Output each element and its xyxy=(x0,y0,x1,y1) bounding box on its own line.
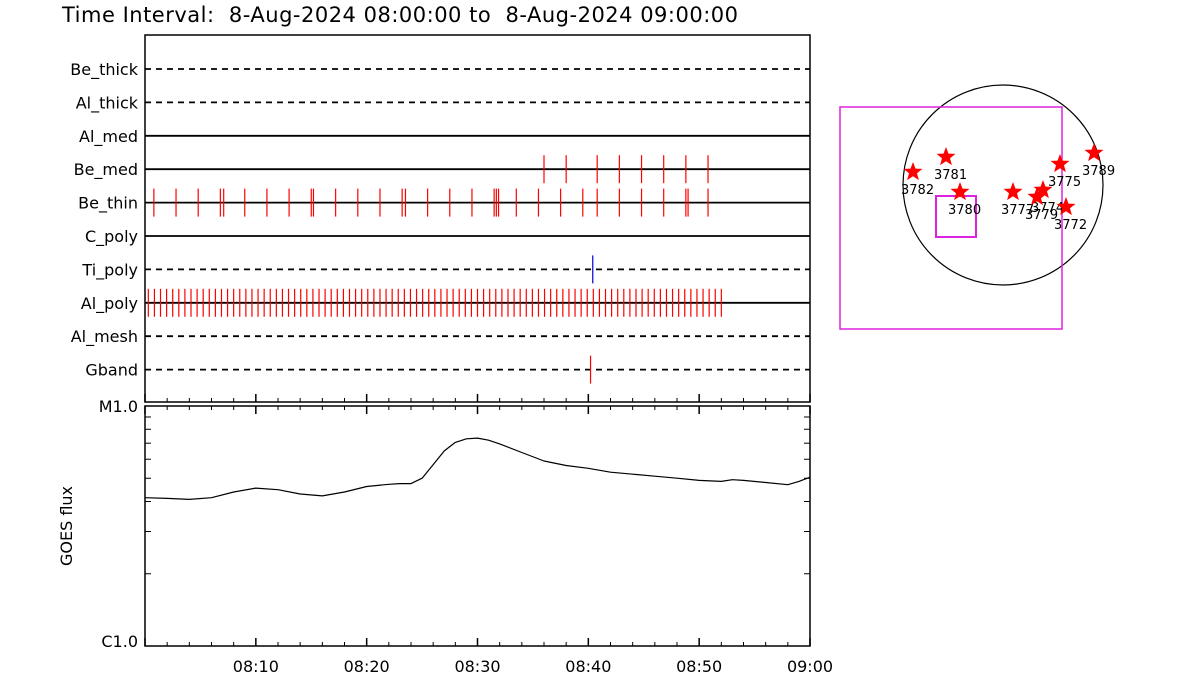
time-interval-title: Time Interval: 8-Aug-2024 08:00:00 to 8-… xyxy=(62,3,739,27)
active-region-star xyxy=(1027,187,1047,206)
channel-label-be-thick: Be_thick xyxy=(70,60,138,80)
channel-label-al-poly: Al_poly xyxy=(81,294,138,314)
x-tick-label: 08:50 xyxy=(676,657,722,676)
active-region-star xyxy=(903,162,923,181)
y-axis-label: GOES flux xyxy=(57,486,76,566)
channel-label-al-mesh: Al_mesh xyxy=(71,327,138,347)
active-region-star xyxy=(1084,143,1104,162)
channel-label-al-thick: Al_thick xyxy=(76,93,139,113)
attenuator-events-panel: Be_thick Al_thick Al_med Be_med Be_thin C_pol… xyxy=(70,34,811,403)
x-tick-label: 09:00 xyxy=(787,657,833,676)
channel-label-be-med: Be_med xyxy=(74,160,138,180)
y-top-label: M1.0 xyxy=(99,397,138,416)
active-region-label: 3772 xyxy=(1054,218,1087,233)
goes-panel-frame xyxy=(144,405,811,647)
events-panel-frame xyxy=(144,34,811,403)
goes-flux-panel: 08:10 08:20 08:30 08:40 08:50 09:00 M1.0 C1.0 GO… xyxy=(57,397,833,676)
x-tick-label: 08:10 xyxy=(233,657,279,676)
channel-label-ti-poly: Ti_poly xyxy=(81,260,138,280)
channel-label-al-med: Al_med xyxy=(79,127,138,147)
active-region-star xyxy=(1033,180,1053,199)
x-tick-label: 08:40 xyxy=(565,657,611,676)
channel-label-be-thin: Be_thin xyxy=(78,194,138,214)
active-region-star xyxy=(950,182,970,201)
x-tick-label: 08:20 xyxy=(344,657,390,676)
active-region-label: 3775 xyxy=(1048,175,1081,190)
field-of-view-box xyxy=(839,106,1063,330)
active-region-label: 3782 xyxy=(901,183,934,198)
active-region-label: 3780 xyxy=(948,203,981,218)
active-region-star xyxy=(1050,154,1070,173)
channel-label-c-poly: C_poly xyxy=(85,227,138,247)
active-region-label: 3779 xyxy=(1025,208,1058,223)
channel-label-gband: Gband xyxy=(85,361,138,380)
active-region-star xyxy=(1003,182,1023,201)
active-region-star xyxy=(936,147,956,166)
active-region-label: 3781 xyxy=(934,168,967,183)
solar-disk xyxy=(902,84,1104,286)
active-region-star xyxy=(1056,197,1076,216)
y-bottom-label: C1.0 xyxy=(101,632,138,651)
x-tick-label: 08:30 xyxy=(454,657,500,676)
active-region-label: 3777 xyxy=(1001,203,1034,218)
active-region-label: 3774 xyxy=(1031,201,1064,216)
active-region-label: 3789 xyxy=(1082,164,1115,179)
goes-flux-line xyxy=(144,437,811,500)
